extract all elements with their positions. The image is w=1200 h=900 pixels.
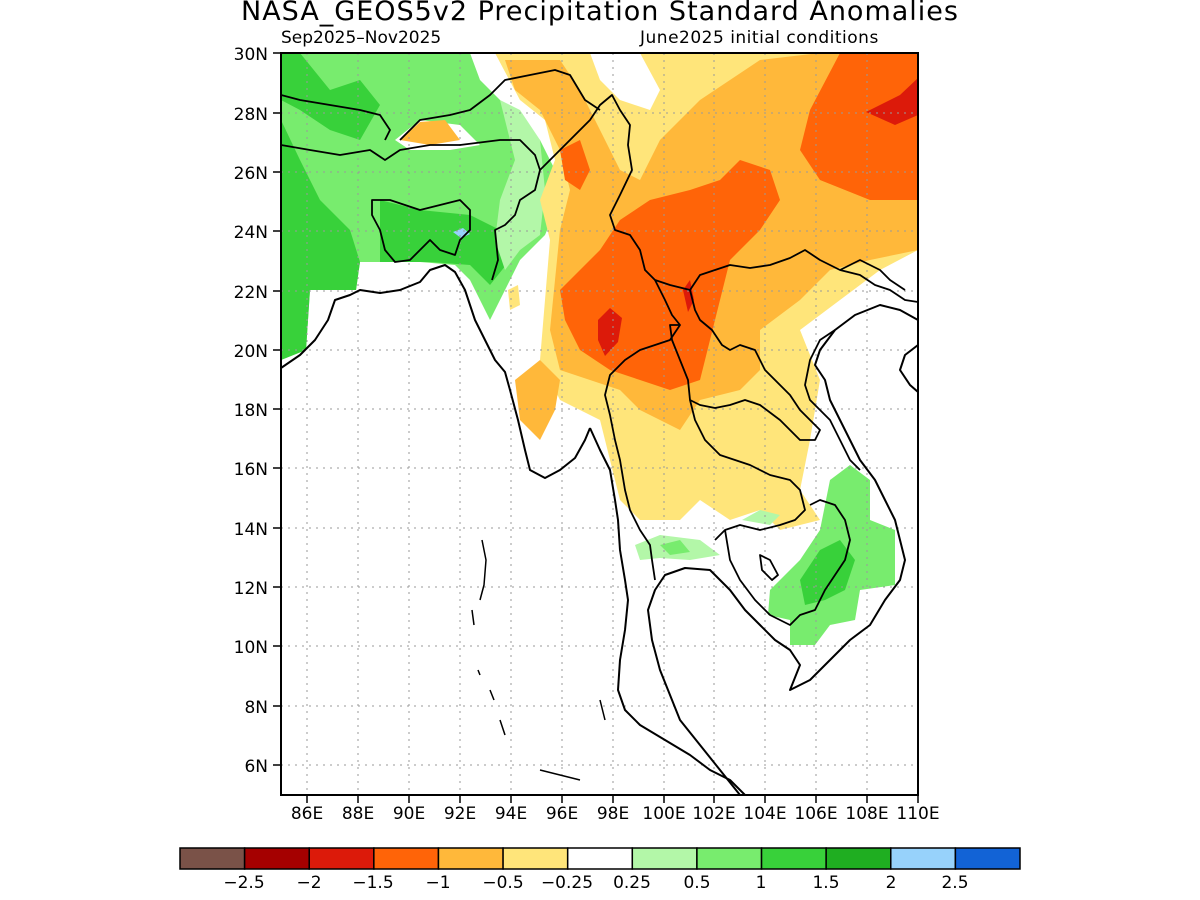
- lat-label: 18N: [234, 401, 268, 421]
- colorbar-swatch: [243, 847, 310, 870]
- negative-anomaly-ne-strong: [800, 53, 918, 200]
- colorbar-swatch: [373, 847, 440, 870]
- lat-label: 22N: [234, 283, 268, 303]
- lat-label: 8N: [244, 698, 268, 718]
- lon-label: 94E: [495, 804, 527, 824]
- lat-label: 20N: [234, 342, 268, 362]
- colorbar-label: −0.5: [482, 873, 523, 893]
- lat-label: 12N: [234, 579, 268, 599]
- colorbar-swatch: [760, 847, 827, 870]
- colorbar-label: −1: [425, 873, 450, 893]
- negative-anomaly-assam: [400, 120, 460, 145]
- colorbar-swatch: [308, 847, 375, 870]
- lon-label: 88E: [342, 804, 374, 824]
- positive-anomaly-bangladesh: [380, 200, 510, 285]
- andaman-islands: [471, 539, 506, 736]
- myanmar-thailand-coast: [589, 427, 746, 795]
- grid: [281, 53, 918, 795]
- lon-label: 106E: [794, 804, 837, 824]
- negative-anomaly-red-core: [598, 308, 622, 356]
- anomaly-fields: [281, 53, 918, 645]
- thailand-laos-border: [689, 399, 806, 541]
- lat-label: 6N: [244, 757, 268, 777]
- nepal-border: [281, 94, 391, 141]
- colorbar-label: 0.25: [613, 873, 651, 893]
- lat-label: 24N: [234, 223, 268, 243]
- colorbar-swatch: [179, 847, 246, 870]
- lon-labels: 86E 88E 90E 92E 94E 96E 98E 100E 102E 10…: [291, 804, 940, 824]
- cambodia-border: [724, 499, 851, 626]
- colorbar-labels: −2.5 −2 −1.5 −1 −0.5 −0.25 0.25 0.5 1 1.…: [223, 873, 968, 893]
- lat-label: 16N: [234, 460, 268, 480]
- lat-ticks: [273, 52, 919, 803]
- colorbar-label: 1.5: [812, 873, 839, 893]
- lon-label: 110E: [896, 804, 939, 824]
- bangladesh-border: [371, 199, 471, 263]
- positive-anomaly-gulf-2: [660, 540, 690, 555]
- initial-conditions: June2025 initial conditions: [640, 28, 879, 48]
- colorbar-swatch: [954, 847, 1021, 870]
- colorbar-label: −2.5: [223, 873, 264, 893]
- coastlines: [281, 264, 918, 795]
- colorbar: [179, 847, 1021, 870]
- negative-anomaly-small: [508, 285, 520, 310]
- lon-label: 98E: [597, 804, 629, 824]
- lon-label: 104E: [743, 804, 786, 824]
- positive-anomaly-south-east-strong: [800, 540, 855, 605]
- lat-label: 26N: [234, 164, 268, 184]
- colorbar-label: 0.5: [683, 873, 710, 893]
- positive-anomaly-small-2: [742, 510, 780, 525]
- colorbar-label: 2: [886, 873, 897, 893]
- lat-labels: 30N 28N 26N 24N 22N 20N 18N 16N 14N 12N …: [234, 45, 268, 777]
- lon-label: 86E: [291, 804, 323, 824]
- bhutan-india-border: [399, 69, 601, 141]
- colorbar-swatch: [825, 847, 892, 870]
- south-coast-island: [539, 699, 606, 781]
- forecast-period: Sep2025–Nov2025: [281, 28, 442, 48]
- plot-frame: [280, 52, 919, 796]
- borders: [281, 69, 918, 626]
- cambodia-lake: [759, 554, 779, 581]
- laos-border: [669, 289, 821, 441]
- colorbar-label: −2: [296, 873, 321, 893]
- negative-anomaly-coast: [515, 360, 560, 440]
- map-title: NASA_GEOS5v2 Precipitation Standard Anom…: [241, 0, 959, 27]
- lat-label: 30N: [234, 45, 268, 65]
- colorbar-swatch: [631, 847, 698, 870]
- colorbar-label: 1: [756, 873, 767, 893]
- colorbar-swatch: [566, 847, 634, 870]
- colorbar-label: −0.25: [541, 873, 593, 893]
- lon-label: 90E: [393, 804, 425, 824]
- lon-label: 102E: [692, 804, 735, 824]
- lon-label: 100E: [642, 804, 685, 824]
- positive-anomaly-west-strong-2: [281, 53, 380, 140]
- vietnam-north-coast: [899, 344, 918, 393]
- lat-label: 14N: [234, 520, 268, 540]
- lat-label: 10N: [234, 638, 268, 658]
- india-bangladesh-coast: [281, 264, 591, 479]
- colorbar-label: 2.5: [941, 873, 968, 893]
- negative-anomaly-nw-orange: [560, 140, 590, 190]
- colorbar-label: −1.5: [352, 873, 393, 893]
- lon-label: 108E: [845, 804, 888, 824]
- vietnam-border: [804, 259, 906, 471]
- colorbar-swatch: [696, 847, 763, 870]
- lon-label: 92E: [444, 804, 476, 824]
- positive-anomaly-light-east: [495, 100, 545, 270]
- lat-label: 28N: [234, 105, 268, 125]
- colorbar-swatch: [502, 847, 569, 870]
- negative-anomaly-north-gap: [590, 53, 660, 110]
- gulf-of-thailand-coast: [647, 304, 918, 795]
- india-china-northeast: [281, 139, 541, 281]
- colorbar-swatch: [437, 847, 504, 870]
- positive-anomaly-west-strong: [281, 120, 360, 360]
- lon-label: 96E: [546, 804, 578, 824]
- colorbar-swatch: [890, 847, 957, 870]
